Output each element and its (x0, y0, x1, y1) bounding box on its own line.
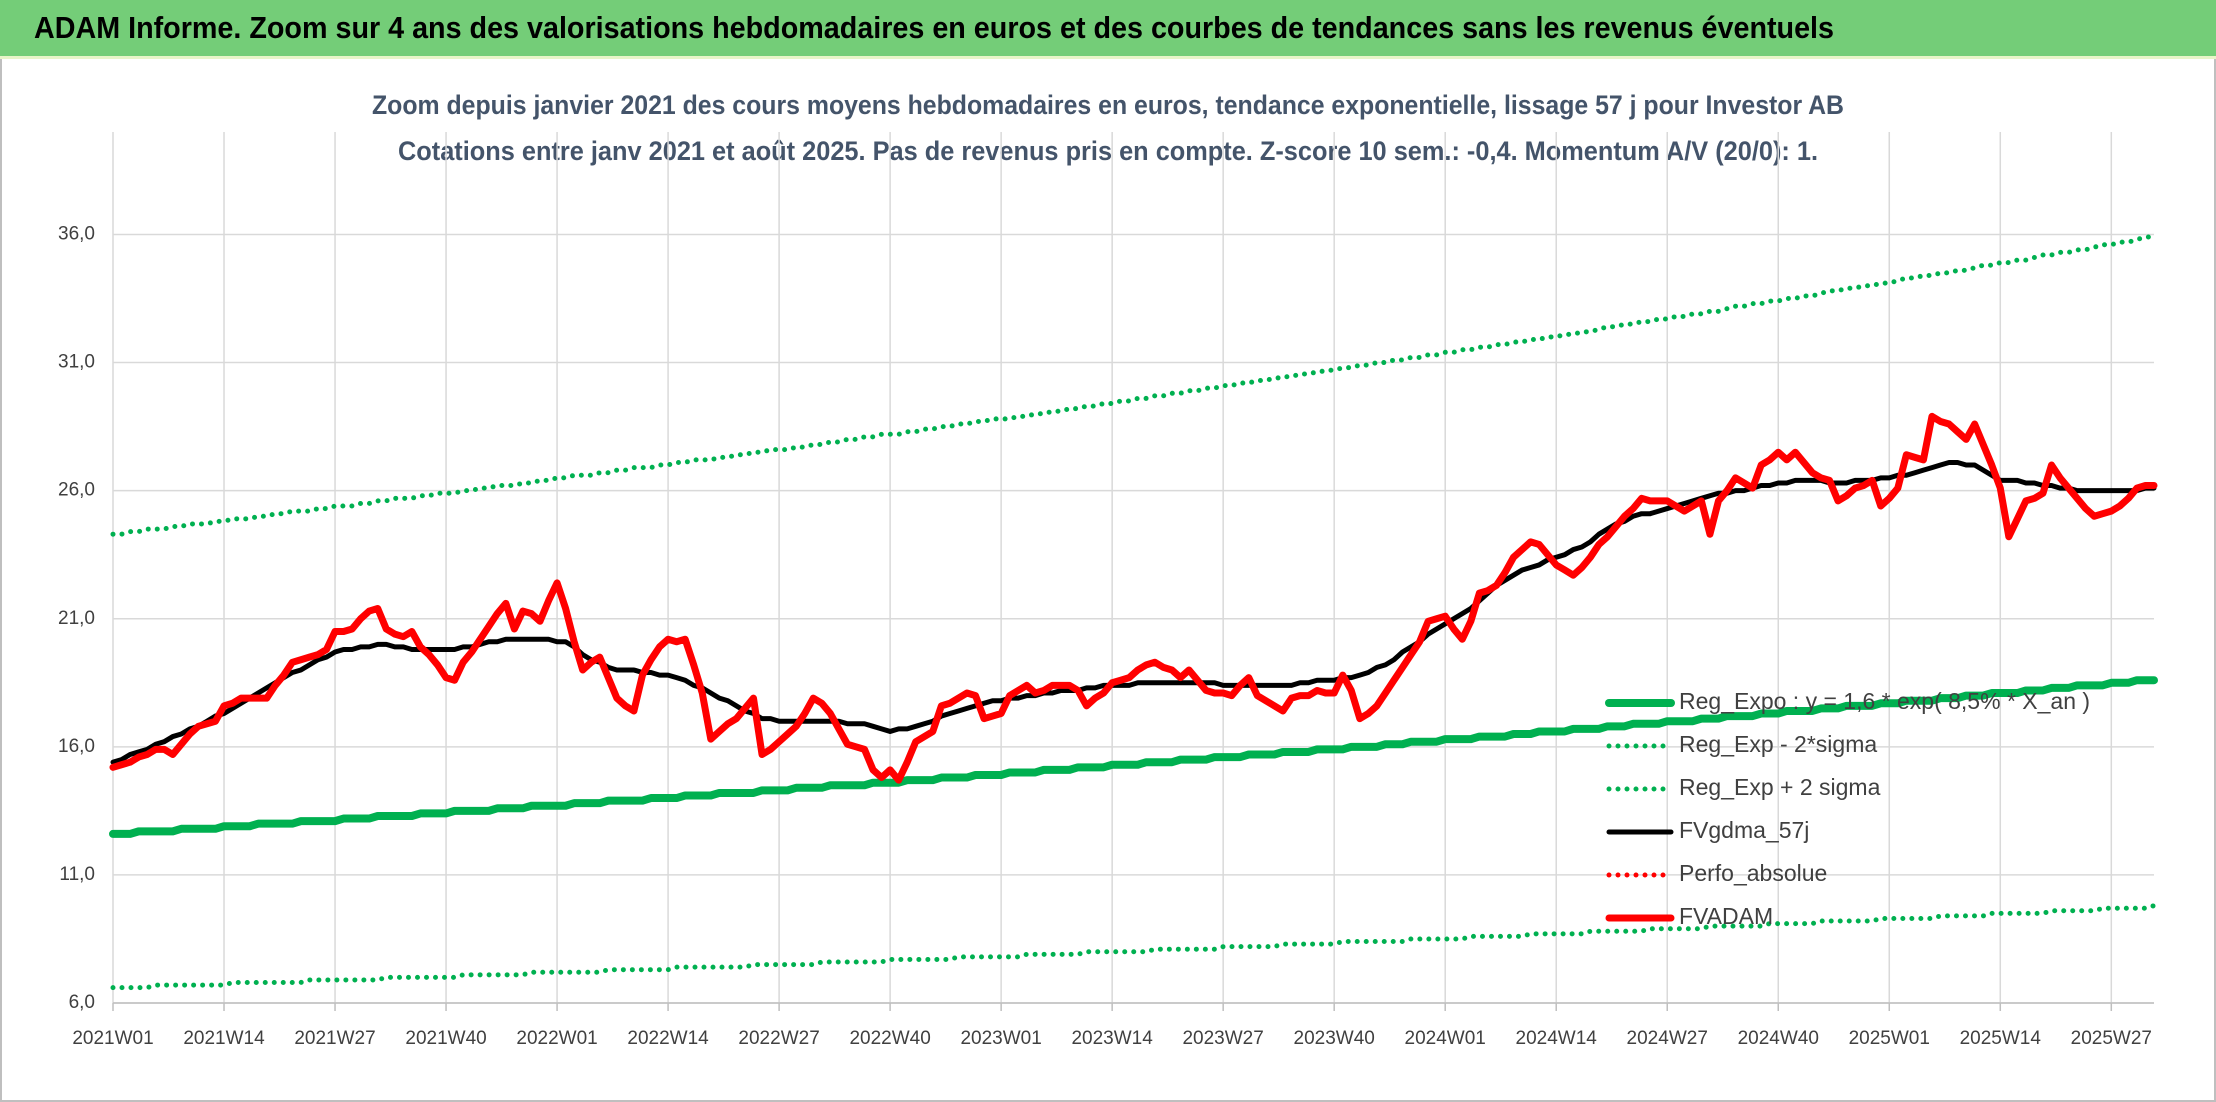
grid (112, 132, 2154, 1004)
legend-label: Reg_Exp + 2 sigma (1679, 774, 1881, 800)
series-line (110, 459, 2157, 765)
legend-label: FVgdma_57j (1679, 817, 1809, 843)
legend-label: FVADAM (1679, 903, 1773, 929)
x-tick-label: 2025W27 (2071, 1028, 2152, 1049)
legend-label: Perfo_absolue (1679, 860, 1827, 886)
x-tick-label: 2021W01 (72, 1028, 153, 1049)
series-line (109, 676, 2158, 838)
x-tick-label: 2024W01 (1405, 1028, 1486, 1049)
chart-subtitle: Cotations entre janv 2021 et août 2025. … (398, 136, 1818, 166)
y-tick-label: 6,0 (69, 992, 95, 1013)
y-tick-label: 21,0 (58, 608, 95, 629)
x-tick-label: 2024W14 (1516, 1028, 1598, 1049)
x-tick-label: 2024W27 (1627, 1028, 1708, 1049)
x-tick-label: 2022W27 (738, 1028, 819, 1049)
x-tick-label: 2021W40 (405, 1028, 486, 1049)
series-line (110, 903, 2157, 991)
y-tick-label: 31,0 (58, 352, 95, 373)
banner-title: ADAM Informe. Zoom sur 4 ans des valoris… (34, 10, 1834, 45)
y-tick-label: 11,0 (59, 864, 95, 885)
x-tick-label: 2022W40 (849, 1028, 930, 1049)
y-tick-label: 36,0 (58, 223, 95, 244)
banner (0, 0, 2216, 56)
banner-edge (0, 56, 2216, 59)
legend-label: Reg_Exp - 2*sigma (1679, 731, 1877, 757)
y-tick-label: 26,0 (58, 480, 95, 501)
x-tick-label: 2023W27 (1182, 1028, 1263, 1049)
x-tick-label: 2021W14 (183, 1028, 265, 1049)
x-tick-label: 2021W27 (294, 1028, 375, 1049)
legend: Reg_Expo : y = 1,6 * exp( 8,5% * X_an ) R… (1605, 688, 2090, 929)
x-tick-label: 2022W14 (627, 1028, 709, 1049)
x-tick-label: 2023W01 (960, 1028, 1041, 1049)
legend-label: Reg_Expo : y = 1,6 * exp( 8,5% * X_an ) (1679, 688, 2090, 714)
x-tick-label: 2025W14 (1960, 1028, 2042, 1049)
chart-title: Zoom depuis janvier 2021 des cours moyen… (372, 90, 1844, 120)
x-tick-label: 2025W01 (1849, 1028, 1930, 1049)
x-tick-label: 2023W40 (1294, 1028, 1375, 1049)
series-line (109, 412, 2158, 784)
y-tick-label: 16,0 (58, 736, 95, 757)
x-tick-label: 2023W14 (1071, 1028, 1153, 1049)
x-tick-label: 2022W01 (516, 1028, 597, 1049)
series-line (110, 234, 2157, 537)
x-tick-label: 2024W40 (1738, 1028, 1819, 1049)
